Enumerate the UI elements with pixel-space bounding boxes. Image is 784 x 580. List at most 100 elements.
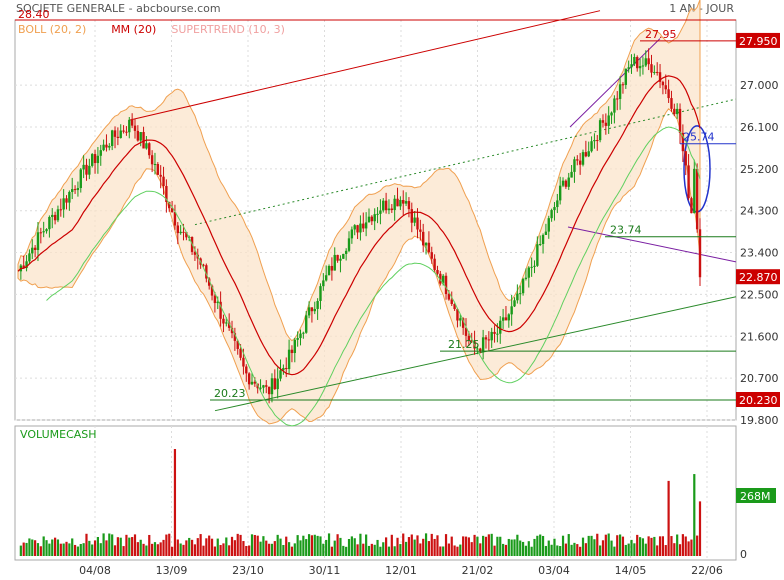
volume-bar <box>85 533 88 556</box>
volume-bar <box>353 538 356 556</box>
candle-body <box>179 231 182 234</box>
volume-bar <box>524 545 528 556</box>
candle-body <box>636 57 639 69</box>
volume-bar <box>453 545 456 556</box>
candle-body <box>333 254 336 271</box>
candle-body <box>561 180 565 186</box>
volume-bar <box>222 543 225 556</box>
candle-body <box>99 150 102 156</box>
volume-bar <box>176 539 179 556</box>
candle-body <box>316 300 319 309</box>
x-tick-label: 13/09 <box>156 564 188 577</box>
volume-bar <box>190 539 194 556</box>
candle-body <box>570 171 573 178</box>
candle-body <box>501 317 505 321</box>
volume-bar <box>556 545 559 556</box>
volume-bar <box>647 536 650 556</box>
candle-body <box>684 151 687 166</box>
volume-bar <box>196 538 199 556</box>
candle-body <box>430 252 433 259</box>
candle-body <box>236 340 239 349</box>
volume-bar <box>559 546 562 556</box>
candle-body <box>79 169 82 189</box>
candle-body <box>133 125 137 131</box>
candle-body <box>33 247 37 250</box>
volume-bar <box>48 543 51 556</box>
candle-body <box>624 68 628 85</box>
volume-bar <box>193 544 197 556</box>
volume-bar <box>407 537 411 556</box>
price-box-high-label: 27.950 <box>739 35 778 48</box>
legend-entry: BOLL (20, 2) <box>18 23 86 36</box>
volume-bar <box>173 449 177 556</box>
volume-bar <box>687 541 690 556</box>
candle-body <box>276 378 279 390</box>
y-tick-label: 22.500 <box>740 288 779 301</box>
volume-bar <box>619 534 622 556</box>
volume-bar <box>265 540 268 556</box>
candle-body <box>270 378 274 395</box>
candle-body <box>216 301 219 304</box>
volume-bar <box>504 544 508 556</box>
candle-body <box>459 318 462 321</box>
candle-body <box>413 217 416 223</box>
candle-body <box>310 307 314 312</box>
volume-bar <box>462 536 465 556</box>
candle-body <box>31 247 34 254</box>
candle-body <box>556 200 559 208</box>
candle-body <box>373 214 376 222</box>
candle-body <box>119 130 122 138</box>
volume-bar <box>610 540 613 556</box>
annotation-label: 21.25 <box>448 338 480 351</box>
volume-bar <box>293 543 296 556</box>
volume-bar <box>413 539 416 556</box>
volume-bar <box>93 540 97 556</box>
candle-body <box>439 273 442 284</box>
volume-bar <box>370 543 373 556</box>
volume-bar <box>88 540 91 556</box>
candle-body <box>564 180 568 187</box>
volume-bar <box>250 534 254 556</box>
volume-bar <box>382 542 385 556</box>
volume-bar <box>533 538 536 556</box>
volume-bar <box>690 539 693 556</box>
volume-bar <box>170 546 174 556</box>
volume-bar <box>601 540 605 556</box>
volume-bar <box>208 535 211 556</box>
volume-bar <box>28 538 31 556</box>
volume-bar <box>385 537 388 556</box>
candle-body <box>370 216 374 222</box>
annotation-label: 20.23 <box>214 387 246 400</box>
candle-body <box>544 231 548 235</box>
volume-bar <box>19 545 22 556</box>
candle-body <box>307 307 311 316</box>
volume-bar <box>336 534 339 556</box>
volume-bar <box>276 534 279 556</box>
volume-bar <box>242 541 245 556</box>
volume-bar <box>322 543 325 556</box>
y-tick-label: 21.600 <box>740 330 779 343</box>
volume-bar <box>133 534 137 556</box>
volume-bar <box>396 537 399 556</box>
volume-bar <box>493 545 496 556</box>
candle-body <box>516 293 519 301</box>
volume-bar <box>68 543 71 556</box>
volume-bar <box>530 546 533 556</box>
volume-bar <box>678 544 682 556</box>
volume-bar <box>116 537 119 556</box>
volume-bar <box>696 535 699 556</box>
volume-bar <box>248 545 251 556</box>
candle-body <box>122 130 125 132</box>
volume-bar <box>102 533 105 556</box>
candle-body <box>233 333 237 341</box>
volume-bar <box>447 543 450 556</box>
candle-body <box>330 265 334 271</box>
candle-body <box>441 275 445 284</box>
price-box-low-label: 20.230 <box>739 394 778 407</box>
volume-bar <box>259 541 262 556</box>
volume-bar <box>356 544 359 556</box>
candle-body <box>399 199 402 207</box>
volume-bar <box>45 540 48 556</box>
volume-bar <box>82 543 85 556</box>
candle-body <box>436 269 439 274</box>
